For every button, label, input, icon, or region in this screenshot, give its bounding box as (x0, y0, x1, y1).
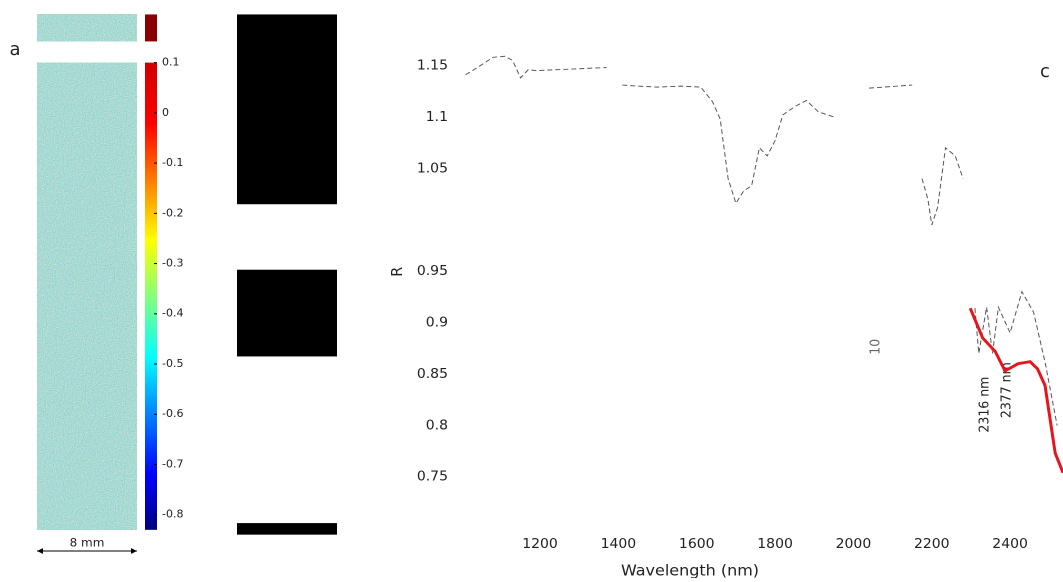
colorbar-tick-label: -0.7 (162, 458, 183, 471)
dark-image (237, 270, 337, 357)
colorbar-tick-label: -0.6 (162, 407, 184, 420)
map-image (37, 63, 137, 530)
scale-label: 8 mm (70, 536, 105, 550)
panel-label: c (1040, 62, 1050, 82)
x-tick-label: 2000 (836, 536, 872, 552)
dark-image (237, 14, 337, 204)
colorbar-tick-label: -0.3 (162, 257, 183, 270)
x-tick-label: 1600 (679, 536, 715, 552)
color-swatch (145, 14, 157, 41)
map-strip (37, 14, 137, 41)
y-tick-label: 1.1 (426, 109, 448, 125)
colorbar-tick-label: 0.1 (162, 56, 179, 69)
colorbar (145, 63, 157, 530)
colorbar-tick-label: -0.1 (162, 156, 183, 169)
x-tick-label: 2200 (914, 536, 950, 552)
colorbar-tick-label: -0.2 (162, 206, 183, 219)
dark-image (237, 523, 337, 535)
y-tick-label: 0.95 (417, 263, 448, 279)
series-line (466, 56, 1058, 425)
colorbar-tick-label: -0.4 (162, 307, 184, 320)
colorbar-tick-label: -0.8 (162, 508, 184, 521)
annotation: 2316 nm (977, 377, 992, 433)
x-tick-label: 1200 (522, 536, 558, 552)
panel-label: a (9, 40, 20, 60)
y-tick-label: 0.9 (426, 315, 448, 331)
annotation: 10 (868, 339, 883, 355)
page: 8 mm a c Wavelength (nm) R 2316 nm 2377 … (0, 0, 1063, 582)
x-tick-label: 2400 (992, 536, 1028, 552)
x-tick-label: 1800 (757, 536, 793, 552)
x-tick-label: 1400 (601, 536, 637, 552)
y-tick-label: 1.05 (417, 160, 448, 176)
y-tick-label: 0.85 (417, 366, 448, 382)
x-axis-title: Wavelength (nm) (621, 561, 759, 578)
y-tick-label: 0.8 (426, 418, 448, 434)
y-tick-label: 0.75 (417, 469, 448, 485)
colorbar-tick-label: -0.5 (162, 357, 183, 370)
y-axis-title: R (389, 267, 406, 277)
y-tick-label: 1.15 (417, 58, 448, 74)
figure: 8 mm a c Wavelength (nm) R 2316 nm 2377 … (0, 0, 1063, 578)
colorbar-tick-label: 0 (162, 106, 169, 119)
